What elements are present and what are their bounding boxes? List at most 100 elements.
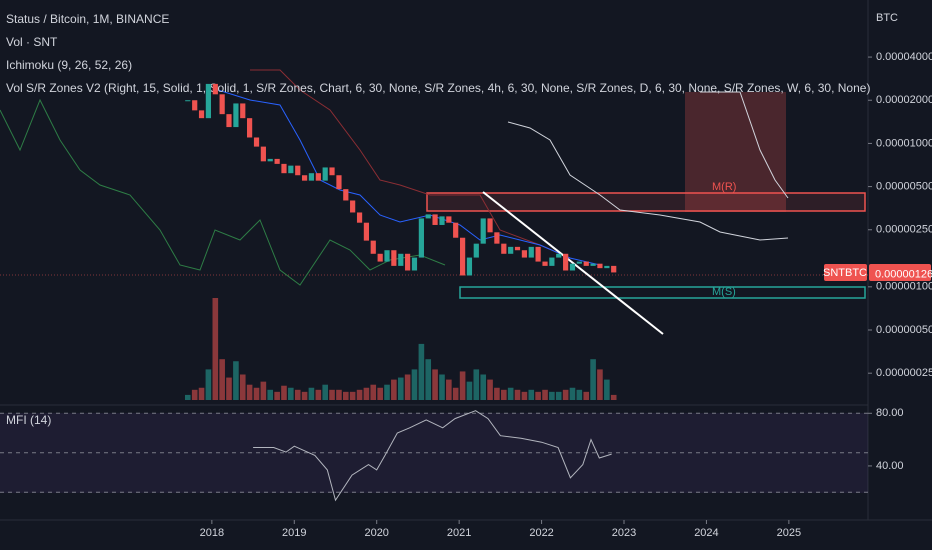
candle bbox=[432, 214, 438, 225]
candle bbox=[247, 118, 253, 138]
candle bbox=[322, 167, 328, 181]
candle bbox=[343, 189, 349, 201]
candle bbox=[370, 240, 376, 254]
volume-bar bbox=[274, 391, 280, 400]
volume-bar bbox=[521, 391, 528, 400]
volume-bar bbox=[569, 387, 576, 400]
volume-bar bbox=[542, 389, 548, 400]
candle bbox=[288, 165, 294, 174]
y-tick-label: 0.00001000 bbox=[876, 137, 932, 149]
price-pane bbox=[0, 69, 868, 335]
zone-label: M(R) bbox=[712, 181, 736, 193]
candle bbox=[521, 250, 528, 258]
volume-bar bbox=[411, 369, 418, 400]
candle bbox=[480, 218, 486, 244]
indicator-legend: Vol S/R Zones V2 (Right, 15, Solid, 1, S… bbox=[6, 81, 870, 95]
mfi-line bbox=[253, 410, 612, 502]
candle bbox=[528, 246, 534, 258]
volume-bar bbox=[246, 384, 253, 400]
candle bbox=[501, 243, 507, 254]
candle bbox=[487, 218, 493, 233]
volume-bar bbox=[212, 298, 219, 400]
indicator-legend: Ichimoku (9, 26, 52, 26) bbox=[6, 58, 132, 72]
candle bbox=[563, 253, 569, 271]
mfi-legend: MFI (14) bbox=[6, 413, 51, 427]
volume-bar bbox=[418, 343, 425, 400]
candle bbox=[384, 250, 390, 262]
candle bbox=[185, 100, 191, 102]
candle bbox=[494, 232, 500, 244]
trend-line bbox=[482, 191, 664, 335]
volume-bar bbox=[184, 394, 191, 400]
candle bbox=[439, 216, 445, 225]
candle bbox=[198, 110, 205, 119]
volume-bar bbox=[322, 384, 328, 400]
candle bbox=[274, 158, 280, 164]
volume-bar bbox=[315, 389, 322, 400]
volume-bar bbox=[342, 391, 349, 400]
volume-bar bbox=[446, 379, 452, 400]
volume-bar bbox=[494, 387, 500, 400]
resistance-zone bbox=[426, 192, 866, 212]
candle bbox=[542, 261, 548, 266]
volume-bar bbox=[391, 379, 397, 400]
volume-bar bbox=[583, 391, 590, 400]
y-tick-label: 80.00 bbox=[876, 407, 904, 419]
candle bbox=[356, 212, 363, 223]
volume-bar bbox=[253, 387, 260, 400]
volume-bar bbox=[260, 381, 267, 400]
ichimoku-conversion-line bbox=[217, 89, 601, 266]
volume-bar bbox=[480, 374, 487, 400]
volume-bar bbox=[452, 387, 459, 400]
volume-bar bbox=[576, 389, 583, 400]
candle bbox=[260, 146, 266, 162]
candle bbox=[576, 261, 582, 264]
currency-label: BTC bbox=[876, 12, 898, 24]
candle bbox=[473, 243, 479, 258]
candle bbox=[611, 265, 617, 273]
symbol-label: SNTBTC bbox=[823, 267, 867, 279]
candle bbox=[514, 246, 521, 251]
volume-bar bbox=[459, 371, 466, 400]
y-tick-label: 0.00000100 bbox=[876, 281, 932, 293]
volume-bar bbox=[487, 379, 493, 400]
volume-bar bbox=[370, 384, 377, 400]
ichimoku-span-line bbox=[507, 121, 789, 241]
candle bbox=[281, 163, 287, 174]
volume-bar bbox=[267, 389, 274, 400]
candle bbox=[253, 137, 260, 147]
volume-bar bbox=[363, 387, 370, 400]
y-tick-label: 40.00 bbox=[876, 460, 904, 472]
candle bbox=[411, 257, 418, 271]
volume-bar bbox=[377, 387, 383, 400]
volume-bar bbox=[562, 389, 569, 400]
candle bbox=[377, 253, 383, 262]
candle bbox=[267, 158, 273, 162]
x-tick-label: 2021 bbox=[447, 527, 471, 539]
candle bbox=[205, 83, 211, 119]
candle bbox=[329, 167, 335, 176]
volume-bar bbox=[205, 369, 212, 400]
candle bbox=[398, 253, 404, 266]
volume-bar bbox=[329, 389, 335, 400]
volume-bar bbox=[356, 389, 363, 400]
x-tick-label: 2023 bbox=[612, 527, 636, 539]
volume-bar bbox=[294, 389, 301, 400]
x-tick-label: 2022 bbox=[529, 527, 553, 539]
candle bbox=[549, 257, 555, 266]
candle bbox=[192, 100, 198, 111]
volume-bar bbox=[555, 391, 562, 400]
x-tick-label: 2025 bbox=[777, 527, 801, 539]
candle bbox=[508, 246, 514, 254]
candle bbox=[219, 94, 225, 115]
volume-bar bbox=[514, 389, 521, 400]
candle bbox=[597, 263, 603, 269]
volume-bar bbox=[198, 387, 205, 400]
y-tick-label: 0.00000025 bbox=[876, 367, 932, 379]
candle bbox=[535, 246, 541, 262]
volume-bar bbox=[501, 389, 507, 400]
candle bbox=[336, 175, 342, 190]
candle bbox=[308, 173, 315, 181]
volume-bar bbox=[549, 391, 555, 400]
